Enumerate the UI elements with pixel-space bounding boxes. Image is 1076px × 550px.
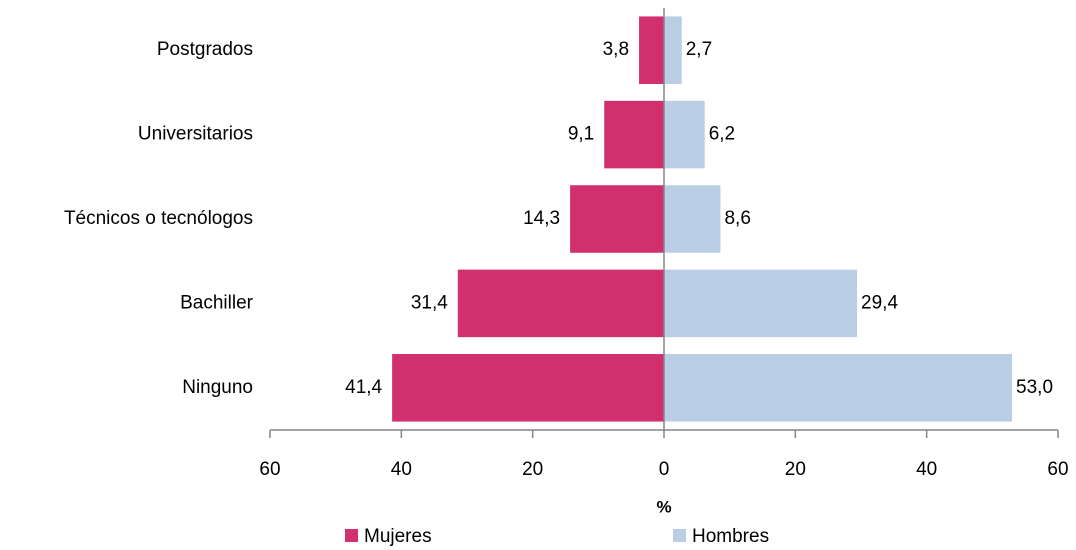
bar [664,269,858,338]
x-tick-label: 20 [785,459,806,480]
data-label: 8,6 [724,208,750,229]
y-tick-label: Técnicos o tecnólogos [64,208,253,229]
legend-swatch [345,529,358,542]
bar [392,354,664,422]
y-tick-label: Ninguno [182,377,253,398]
bar [664,185,721,253]
legend-swatch [673,529,686,542]
x-tick-label: 40 [391,459,412,480]
bar [457,269,664,338]
y-tick-label: Bachiller [180,292,254,313]
x-tick-label: 20 [522,459,543,480]
data-label: 29,4 [861,292,898,313]
y-tick-label: Postgrados [157,39,253,60]
bar [570,185,664,253]
x-tick-label: 60 [1047,459,1068,480]
x-tick-label: 60 [259,459,280,480]
x-tick-label: 0 [659,459,670,480]
bar [604,100,664,169]
data-label: 3,8 [603,39,629,60]
bar [664,354,1013,422]
data-label: 2,7 [686,39,712,60]
data-label: 41,4 [345,377,382,398]
legend-label: Mujeres [364,526,432,547]
bar [664,100,705,169]
data-label: 14,3 [523,208,560,229]
data-label: 31,4 [411,292,448,313]
data-label: 6,2 [709,124,735,145]
bar [639,16,664,84]
y-tick-label: Universitarios [138,124,253,145]
x-tick-label: 40 [916,459,937,480]
data-label: 53,0 [1016,377,1053,398]
bar [664,16,682,84]
data-label: 9,1 [568,124,594,145]
x-axis-label: % [656,497,671,516]
legend-label: Hombres [692,526,769,547]
